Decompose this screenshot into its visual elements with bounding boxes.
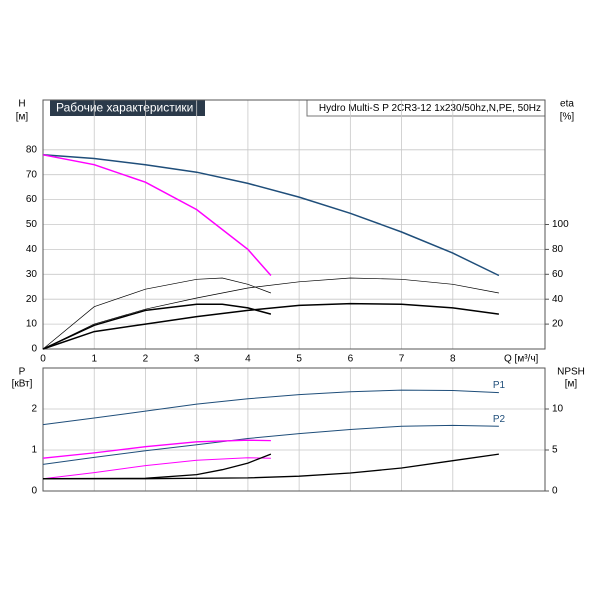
y-axis-unit: [м] — [16, 112, 29, 123]
y2-axis-label: NPSH — [557, 367, 585, 378]
y-tick-label: 0 — [31, 344, 37, 355]
y-tick-label: 2 — [31, 404, 37, 415]
y-tick-label: 10 — [26, 319, 38, 330]
y2-tick-label: 100 — [552, 219, 569, 230]
y2-tick-label: 5 — [552, 445, 558, 456]
curve — [42, 154, 500, 277]
series-label: P1 — [493, 380, 506, 391]
y-tick-label: 80 — [26, 144, 38, 155]
y-tick-label: 0 — [31, 486, 37, 497]
title-box — [50, 100, 205, 116]
x-axis-label: Q [м³/ч] — [504, 354, 539, 365]
y2-tick-label: 20 — [552, 319, 564, 330]
curve — [42, 154, 272, 276]
curve — [42, 439, 271, 459]
y-tick-label: 1 — [31, 445, 37, 456]
curve — [42, 277, 499, 350]
y2-axis-unit: [%] — [560, 112, 575, 123]
curve — [42, 303, 272, 350]
y2-axis-label: eta — [560, 99, 574, 110]
curve — [42, 457, 271, 480]
y2-axis-unit: [м] — [565, 379, 578, 390]
curve — [42, 302, 499, 350]
series-label: P2 — [493, 414, 506, 425]
chart-subtitle: Hydro Multi-S P 2CR3-12 1x230/50hz,N,PE,… — [319, 103, 541, 114]
x-tick-label: 1 — [91, 354, 97, 365]
y-tick-label: 40 — [26, 244, 38, 255]
y-axis-label: P — [19, 367, 26, 378]
x-tick-label: 5 — [296, 354, 302, 365]
x-tick-label: 0 — [40, 354, 46, 365]
curve — [42, 389, 499, 426]
x-tick-label: 7 — [399, 354, 405, 365]
y2-tick-label: 40 — [552, 294, 564, 305]
y2-tick-label: 60 — [552, 269, 564, 280]
x-tick-label: 8 — [450, 354, 456, 365]
chart-title: Рабочие характеристики — [56, 101, 193, 115]
y-tick-label: 70 — [26, 169, 38, 180]
y2-tick-label: 0 — [552, 486, 558, 497]
y2-tick-label: 80 — [552, 244, 564, 255]
y-axis-unit: [кВт] — [12, 379, 33, 390]
y-tick-label: 50 — [26, 219, 38, 230]
x-tick-label: 4 — [245, 354, 251, 365]
x-tick-label: 6 — [348, 354, 354, 365]
y-tick-label: 30 — [26, 269, 38, 280]
y-axis-label: H — [18, 99, 25, 110]
curve — [42, 453, 272, 480]
plot-frame — [42, 367, 546, 492]
plot-frame — [42, 99, 546, 350]
y-tick-label: 60 — [26, 194, 38, 205]
x-tick-label: 3 — [194, 354, 200, 365]
y-tick-label: 20 — [26, 294, 38, 305]
curve — [43, 453, 499, 480]
curve — [42, 424, 499, 465]
y2-tick-label: 10 — [552, 404, 564, 415]
x-tick-label: 2 — [143, 354, 149, 365]
curve — [42, 277, 272, 350]
